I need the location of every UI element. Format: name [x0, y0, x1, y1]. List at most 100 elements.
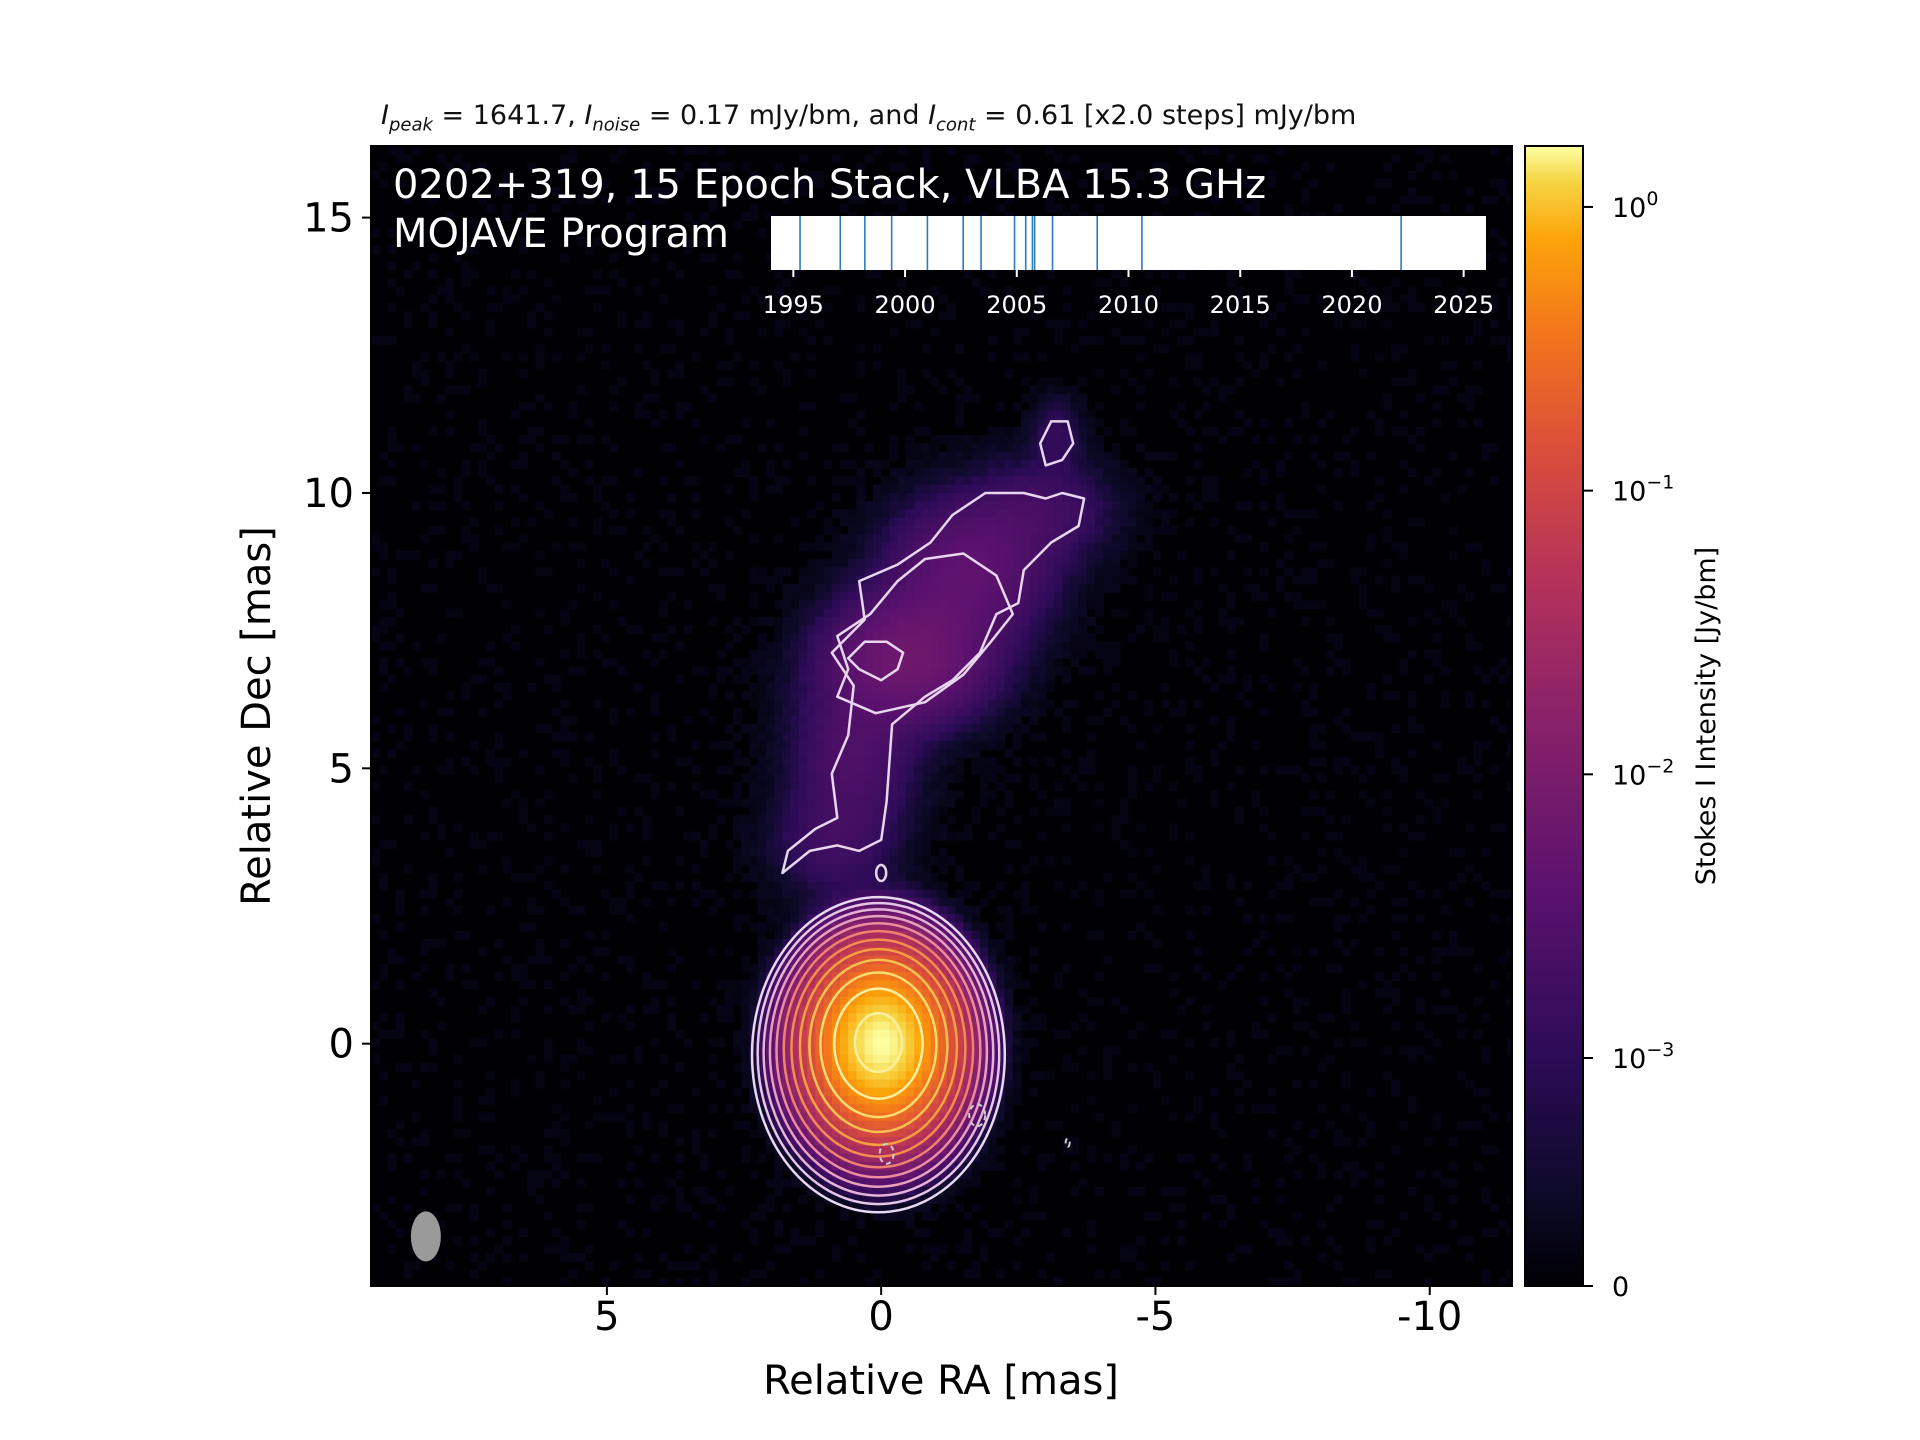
heatmap-cell: [996, 782, 1006, 791]
heatmap-cell: [947, 963, 956, 973]
heatmap-cell: [947, 815, 956, 824]
heatmap-cell: [872, 1063, 882, 1072]
heatmap-cell: [1251, 790, 1261, 800]
heatmap-cell: [1498, 278, 1508, 288]
heatmap-cell: [914, 930, 923, 940]
heatmap-cell: [395, 1029, 405, 1039]
heatmap-cell: [749, 732, 759, 742]
heatmap-cell: [905, 600, 915, 610]
heatmap-cell: [1193, 666, 1203, 676]
heatmap-cell: [1078, 319, 1088, 329]
heatmap-cell: [774, 815, 783, 824]
heatmap-cell: [955, 633, 964, 643]
heatmap-cell: [716, 815, 726, 824]
heatmap-cell: [708, 906, 718, 915]
heatmap-cell: [1045, 641, 1055, 651]
heatmap-cell: [1029, 526, 1039, 535]
heatmap-cell: [963, 567, 973, 577]
heatmap-cell: [1062, 410, 1071, 420]
heatmap-cell: [1037, 674, 1047, 684]
heatmap-cell: [1037, 616, 1047, 626]
heatmap-cell: [1202, 179, 1211, 188]
heatmap-cell: [988, 269, 997, 279]
heatmap-cell: [700, 707, 709, 717]
heatmap-cell: [371, 1054, 380, 1064]
heatmap-cell: [650, 707, 660, 717]
heatmap-cell: [774, 922, 783, 932]
heatmap-cell: [1054, 484, 1063, 494]
heatmap-cell: [897, 773, 907, 783]
heatmap-cell: [856, 823, 866, 833]
heatmap-cell: [412, 501, 421, 511]
heatmap-cell: [807, 790, 816, 800]
heatmap-cell: [1095, 517, 1104, 527]
heatmap-cell: [1062, 559, 1071, 568]
heatmap-cell: [782, 873, 792, 882]
heatmap-cell: [971, 459, 981, 469]
heatmap-cell: [1078, 575, 1088, 585]
heatmap-cell: [1054, 459, 1063, 469]
heatmap-cell: [815, 179, 825, 188]
heatmap-cell: [1062, 806, 1071, 816]
heatmap-cell: [766, 732, 775, 742]
heatmap-cell: [897, 674, 907, 684]
heatmap-cell: [971, 608, 981, 618]
heatmap-cell: [971, 732, 981, 742]
heatmap-cell: [914, 625, 923, 634]
heatmap-cell: [1021, 625, 1030, 634]
heatmap-cell: [486, 831, 495, 841]
heatmap-cell: [938, 484, 948, 494]
heatmap-cell: [1012, 1071, 1022, 1081]
heatmap-cell: [461, 963, 471, 973]
heatmap-cell: [823, 658, 833, 668]
heatmap-cell: [1300, 996, 1310, 1006]
heatmap-cell: [914, 839, 923, 849]
heatmap-cell: [864, 575, 874, 585]
heatmap-cell: [1004, 476, 1014, 486]
heatmap-cell: [889, 732, 899, 742]
heatmap-cell: [897, 782, 907, 791]
heatmap-cell: [864, 873, 874, 882]
heatmap-cell: [1309, 567, 1318, 577]
heatmap-cell: [1021, 699, 1030, 709]
heatmap-cell: [428, 526, 438, 535]
heatmap-cell: [1317, 864, 1327, 874]
heatmap-cell: [519, 963, 528, 973]
heatmap-cell: [782, 749, 792, 758]
heatmap-cell: [1136, 526, 1145, 535]
heatmap-cell: [642, 360, 652, 370]
heatmap-cell: [1144, 583, 1154, 593]
heatmap-cell: [1070, 583, 1080, 593]
heatmap-cell: [947, 732, 956, 742]
heatmap-cell: [445, 327, 454, 337]
heatmap-cell: [848, 806, 857, 816]
heatmap-cell: [1465, 691, 1475, 701]
heatmap-cell: [840, 881, 849, 891]
heatmap-cell: [889, 972, 899, 981]
heatmap-cell: [510, 790, 520, 800]
heatmap-cell: [757, 707, 767, 717]
heatmap-cell: [914, 468, 923, 478]
heatmap-cell: [922, 443, 932, 453]
heatmap-cell: [1160, 269, 1170, 279]
heatmap-cell: [395, 608, 405, 618]
heatmap-cell: [864, 1038, 874, 1048]
heatmap-cell: [733, 253, 742, 263]
heatmap-cell: [741, 1079, 751, 1089]
heatmap-cell: [798, 716, 808, 725]
heatmap-cell: [988, 501, 997, 511]
heatmap-cell: [1383, 633, 1392, 643]
heatmap-cell: [1333, 641, 1343, 651]
heatmap-cell: [749, 1054, 759, 1064]
heatmap-cell: [1054, 972, 1063, 981]
heatmap-cell: [1267, 170, 1277, 180]
heatmap-cell: [889, 534, 899, 544]
heatmap-cell: [955, 980, 964, 990]
heatmap-cell: [996, 459, 1006, 469]
heatmap-cell: [741, 162, 751, 172]
heatmap-cell: [436, 939, 446, 948]
heatmap-cell: [1086, 732, 1096, 742]
heatmap-cell: [848, 575, 857, 585]
heatmap-cell: [1440, 1005, 1450, 1014]
heatmap-cell: [914, 616, 923, 626]
